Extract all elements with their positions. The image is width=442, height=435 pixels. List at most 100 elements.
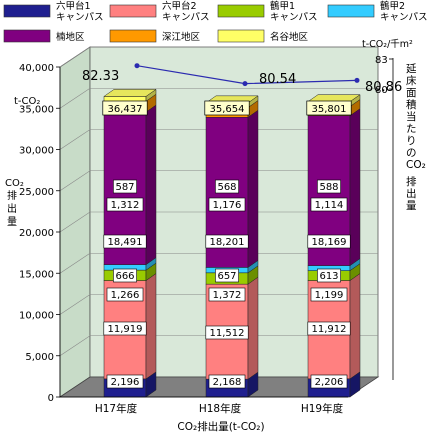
stacked-bars: 2,196 2,168 2,206 11,919 11,512 11,912 1,266 1,…: [102, 88, 361, 398]
data-label: 18,491: [108, 237, 143, 248]
x-tick-label: H17年度: [95, 402, 138, 415]
legend-label: 六甲台1: [56, 0, 91, 12]
y-tick-label: 10,000: [19, 311, 54, 322]
y2-axis-title: 量: [406, 200, 417, 212]
bar-segment-side: [247, 276, 259, 380]
y-tick-label: 5,000: [25, 352, 54, 363]
gridlines: [59, 46, 378, 356]
legend-swatch: [109, 29, 157, 43]
data-label: 11,512: [210, 328, 245, 339]
data-label: 666: [115, 271, 134, 282]
data-label: 11,919: [108, 324, 143, 335]
bar-segment-side: [145, 104, 157, 266]
y-axis: 0 5,000 10,000 15,000 20,000 25,000 30,000 35,0…: [5, 63, 61, 404]
legend-label: キャンパス: [270, 12, 318, 23]
y2-axis-title: 床: [406, 74, 417, 87]
bar-segment-side: [145, 273, 157, 380]
data-label-box: [215, 179, 239, 194]
data-label: 657: [217, 271, 236, 282]
legend-label: 深江地区: [162, 31, 201, 43]
data-label: 1,176: [213, 200, 242, 211]
y-axis-title: 量: [7, 216, 17, 228]
y-tick-label: 35,000: [19, 104, 54, 115]
legend-label: 六甲台2: [162, 0, 197, 12]
data-label: 1,312: [111, 200, 140, 211]
data-label: 613: [319, 271, 338, 282]
y-tick-label: 25,000: [19, 187, 54, 198]
data-label-box: [310, 197, 348, 212]
bar-segment: [103, 96, 147, 102]
data-label: 1,199: [315, 290, 344, 301]
intensity-label: 80.54: [259, 72, 296, 87]
bar-segment-side: [349, 273, 361, 380]
legend-label: 名谷地区: [270, 31, 309, 43]
data-label: 2,206: [315, 377, 344, 388]
y-axis-title: 出: [7, 202, 17, 215]
y2-axis-title: た: [406, 123, 417, 135]
legend-swatch: [217, 29, 265, 43]
intensity-point: [242, 81, 248, 87]
x-axis: H17年度 H18年度 H19年度 CO₂排出量(t-CO₂): [60, 396, 348, 433]
y2-axis-title: 積: [406, 98, 417, 111]
y2-axis-title: 延: [406, 63, 417, 75]
gridline: [59, 211, 378, 233]
y-axis-title: 排: [7, 189, 17, 202]
gridline: [59, 294, 378, 315]
data-label: 18,169: [312, 237, 347, 248]
data-label: 588: [319, 182, 338, 193]
y-tick-label: 20,000: [19, 228, 54, 239]
total-label: 35,654: [210, 104, 245, 115]
data-label: 1,372: [213, 290, 242, 301]
legend-label: 鶴甲1: [270, 0, 295, 12]
gridline: [59, 87, 378, 109]
data-label-box: [103, 234, 147, 249]
bar-segment-side: [247, 109, 259, 268]
y2-tick-label: 83: [375, 55, 388, 66]
data-label: 11,912: [312, 324, 347, 335]
y2-axis-title: 排: [406, 175, 417, 188]
data-label: 18,201: [210, 237, 245, 248]
data-label-box: [208, 197, 246, 212]
y2-unit-label: t-CO₂/千m²: [362, 39, 413, 50]
total-label-box: [306, 100, 352, 116]
data-label-box: [307, 321, 351, 336]
gridline: [59, 252, 378, 274]
data-label-box: [113, 268, 137, 283]
legend-label: キャンパス: [56, 12, 104, 23]
data-label-box: [106, 287, 144, 302]
y-tick-label: 40,000: [19, 63, 54, 74]
data-label-box: [215, 268, 239, 283]
legend-swatch: [3, 4, 51, 18]
x-tick-label: H18年度: [199, 402, 242, 415]
data-label-box: [310, 374, 348, 389]
y-tick-label: 0: [48, 393, 54, 404]
total-label-box: [102, 100, 148, 116]
intensity-point: [134, 63, 140, 69]
gridline: [59, 129, 378, 150]
data-label: 1,266: [111, 290, 140, 301]
data-label: 587: [115, 182, 134, 193]
legend-label: キャンパス: [380, 12, 428, 23]
legend-label: 楠地区: [56, 31, 85, 43]
data-label-box: [317, 179, 341, 194]
legend-swatch: [217, 4, 265, 18]
data-label-box: [208, 287, 246, 302]
data-label-box: [113, 179, 137, 194]
y-tick-label: 30,000: [19, 146, 54, 157]
intensity-label: 82.33: [82, 69, 119, 84]
y2-axis-title: 面: [406, 87, 417, 99]
data-label-box: [106, 197, 144, 212]
y-axis-title: CO₂: [5, 178, 24, 189]
total-label: 35,801: [312, 104, 347, 115]
data-label-box: [106, 374, 144, 389]
x-axis-title: CO₂排出量(t-CO₂): [177, 420, 264, 433]
data-label: 2,168: [213, 377, 242, 388]
data-label-box: [205, 234, 249, 249]
legend-label: 鶴甲2: [380, 0, 405, 12]
y-tick-label: 15,000: [19, 269, 54, 280]
legend-swatch: [109, 4, 157, 18]
legend-label: キャンパス: [162, 12, 210, 23]
